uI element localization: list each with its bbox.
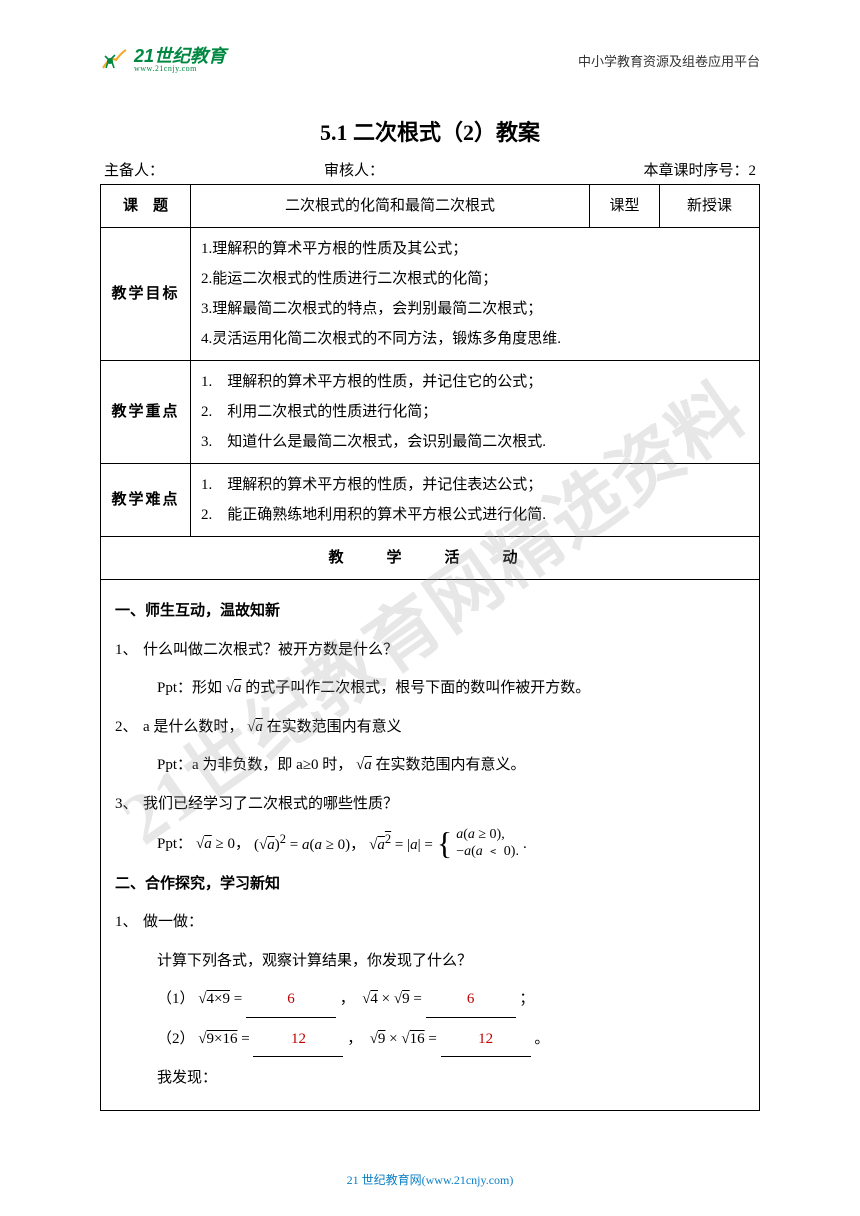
question-2: 2、 a 是什么数时， √a 在实数范围内有意义 [115,710,745,745]
logo: 21世纪教育 www.21cnjy.com [100,47,226,73]
course-type-label: 课型 [590,185,660,228]
q3-text: 我们已经学习了二次根式的哪些性质？ [143,787,398,822]
table-row: 一、师生互动，温故知新 1、 什么叫做二次根式？被开方数是什么？ Ppt：形如 … [101,580,760,1111]
do-num: 1、 [115,905,143,940]
q2-ans-a: Ppt：a 为非负数，即 a≥0 时， [157,757,352,773]
goals-label: 教学目标 [101,228,191,361]
difficulty-item: 2. 能正确熟练地利用积的算术平方根公式进行化简. [201,500,749,530]
difficulty-item: 1. 理解积的算术平方根的性质，并记住表达公式； [201,470,749,500]
section2-title: 二、合作探究，学习新知 [115,867,745,902]
do-label: 做一做： [143,905,203,940]
do-prompt: 计算下列各式，观察计算结果，你发现了什么？ [115,944,745,979]
ex2-tail: 。 [534,1031,549,1047]
question-1: 1、 什么叫做二次根式？被开方数是什么？ [115,633,745,668]
focus-cell: 1. 理解积的算术平方根的性质，并记住它的公式； 2. 利用二次根式的性质进行化… [191,361,760,464]
difficulty-cell: 1. 理解积的算术平方根的性质，并记住表达公式； 2. 能正确熟练地利用积的算术… [191,464,760,537]
period: . [523,827,527,862]
exercise-2: （2） √9×16 = 12 ， √9 × √16 = 12 。 [115,1022,745,1058]
q3-ans-label: Ppt： [157,827,192,862]
page-footer: 21 世纪教育网(www.21cnjy.com) [0,1171,860,1188]
math-expr-1: √a ≥ 0， [196,827,250,862]
q2-num: 2、 [115,710,143,745]
topic-label: 课 题 [101,185,191,228]
question-3: 3、 我们已经学习了二次根式的哪些性质？ [115,787,745,822]
q1-ans-tail: 的式子叫作二次根式，根号下面的数叫作被开方数。 [245,680,590,696]
ex2-lhs: √9×16 = [198,1031,249,1047]
q1-ans-label: Ppt：形如 [157,680,222,696]
logo-text: 21世纪教育 www.21cnjy.com [134,47,226,73]
q1-text: 什么叫做二次根式？被开方数是什么？ [143,633,398,668]
document-title: 5.1 二次根式（2）教案 [100,115,760,147]
page-header: 21世纪教育 www.21cnjy.com 中小学教育资源及组卷应用平台 [100,40,760,80]
ex2-ans1: 12 [253,1022,343,1058]
difficulty-label: 教学难点 [101,464,191,537]
table-row: 教学重点 1. 理解积的算术平方根的性质，并记住它的公式； 2. 利用二次根式的… [101,361,760,464]
course-type-value: 新授课 [660,185,760,228]
find-line: 我发现： [115,1061,745,1096]
table-row: 课 题 二次根式的化简和最简二次根式 课型 新授课 [101,185,760,228]
q2-text-a: a 是什么数时， [143,719,243,735]
focus-item: 2. 利用二次根式的性质进行化简； [201,397,749,427]
q3-num: 3、 [115,787,143,822]
logo-icon [100,48,128,72]
table-row: 教学难点 1. 理解积的算术平方根的性质，并记住表达公式； 2. 能正确熟练地利… [101,464,760,537]
focus-label: 教学重点 [101,361,191,464]
piecewise-cases: a(a ≥ 0), −a(a ﹤ 0). [456,827,519,861]
lesson-plan-table: 课 题 二次根式的化简和最简二次根式 课型 新授课 教学目标 1.理解积的算术平… [100,184,760,1111]
q2-answer: Ppt：a 为非负数，即 a≥0 时， √a 在实数范围内有意义。 [115,748,745,783]
table-row: 教学目标 1.理解积的算术平方根的性质及其公式； 2.能运二次根式的性质进行二次… [101,228,760,361]
q3-answer: Ppt： √a ≥ 0， (√a)2 = a(a ≥ 0)， √a2 = |a|… [115,825,745,863]
section1-title: 一、师生互动，温故知新 [115,594,745,629]
preparer-label: 主备人： [104,159,324,180]
goal-item: 2.能运二次根式的性质进行二次根式的化简； [201,264,749,294]
ex1-tail: ； [519,991,534,1007]
table-row: 教 学 活 动 [101,537,760,580]
ex2-ans2: 12 [441,1022,531,1058]
sqrt-a-expr: √a [247,719,263,735]
reviewer-label: 审核人： [324,159,606,180]
exercise-1: （1） √4×9 = 6 ， √4 × √9 = 6 ； [115,982,745,1018]
activity-header: 教 学 活 动 [101,537,760,580]
page-content: 5.1 二次根式（2）教案 主备人： 审核人： 本章课时序号：2 课 题 二次根… [100,115,760,1156]
topic-value: 二次根式的化简和最简二次根式 [191,185,590,228]
q2-text-b: 在实数范围内有意义 [267,719,402,735]
goal-item: 3.理解最简二次根式的特点，会判别最简二次根式； [201,294,749,324]
goal-item: 1.理解积的算术平方根的性质及其公式； [201,234,749,264]
ex2-sep: ， √9 × √16 = [347,1031,437,1047]
q1-answer: Ppt：形如 √a 的式子叫作二次根式，根号下面的数叫作被开方数。 [115,671,745,706]
sqrt-a-expr: √a [356,757,372,773]
header-platform-text: 中小学教育资源及组卷应用平台 [578,51,760,70]
q1-num: 1、 [115,633,143,668]
math-expr-2: (√a)2 = a(a ≥ 0)， [254,825,365,863]
focus-item: 1. 理解积的算术平方根的性质，并记住它的公式； [201,367,749,397]
meta-line: 主备人： 审核人： 本章课时序号：2 [100,159,760,180]
logo-main: 21世纪教育 [134,47,226,65]
focus-item: 3. 知道什么是最简二次根式，会识别最简二次根式. [201,427,749,457]
period-label: 本章课时序号：2 [606,159,756,180]
ex1-ans1: 6 [246,982,336,1018]
piecewise-brace: { [437,831,452,857]
logo-sub: www.21cnjy.com [134,65,226,73]
sqrt-a-expr: √a [226,680,242,696]
goal-item: 4.灵活运用化简二次根式的不同方法，锻炼多角度思维. [201,324,749,354]
q2-text: a 是什么数时， √a 在实数范围内有意义 [143,710,402,745]
ex1-label: （1） [157,991,195,1007]
goals-cell: 1.理解积的算术平方根的性质及其公式； 2.能运二次根式的性质进行二次根式的化简… [191,228,760,361]
ex1-sep: ， √4 × √9 = [340,991,422,1007]
ex1-ans2: 6 [426,982,516,1018]
q2-ans-b: 在实数范围内有意义。 [376,757,526,773]
activity-content: 一、师生互动，温故知新 1、 什么叫做二次根式？被开方数是什么？ Ppt：形如 … [101,580,760,1111]
math-expr-3: √a2 = |a| = [369,825,433,863]
ex2-label: （2） [157,1031,195,1047]
ex1-lhs: √4×9 = [198,991,242,1007]
do-line: 1、 做一做： [115,905,745,940]
